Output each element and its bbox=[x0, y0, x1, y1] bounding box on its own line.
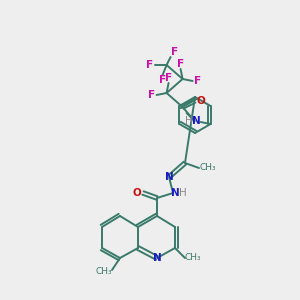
Text: F: F bbox=[165, 73, 172, 83]
Text: F: F bbox=[146, 60, 153, 70]
Text: F: F bbox=[194, 76, 201, 86]
Text: H: H bbox=[179, 188, 187, 198]
Text: O: O bbox=[196, 96, 205, 106]
Text: N: N bbox=[165, 172, 173, 182]
Text: F: F bbox=[159, 75, 166, 85]
Text: F: F bbox=[148, 90, 155, 100]
Text: F: F bbox=[171, 47, 178, 57]
Text: CH₃: CH₃ bbox=[185, 254, 201, 262]
Text: O: O bbox=[133, 188, 141, 198]
Text: N: N bbox=[153, 253, 161, 263]
Text: H: H bbox=[185, 116, 193, 126]
Text: F: F bbox=[177, 59, 184, 69]
Text: N: N bbox=[192, 116, 201, 126]
Text: CH₃: CH₃ bbox=[96, 268, 112, 277]
Text: CH₃: CH₃ bbox=[200, 164, 216, 172]
Text: N: N bbox=[171, 188, 179, 198]
